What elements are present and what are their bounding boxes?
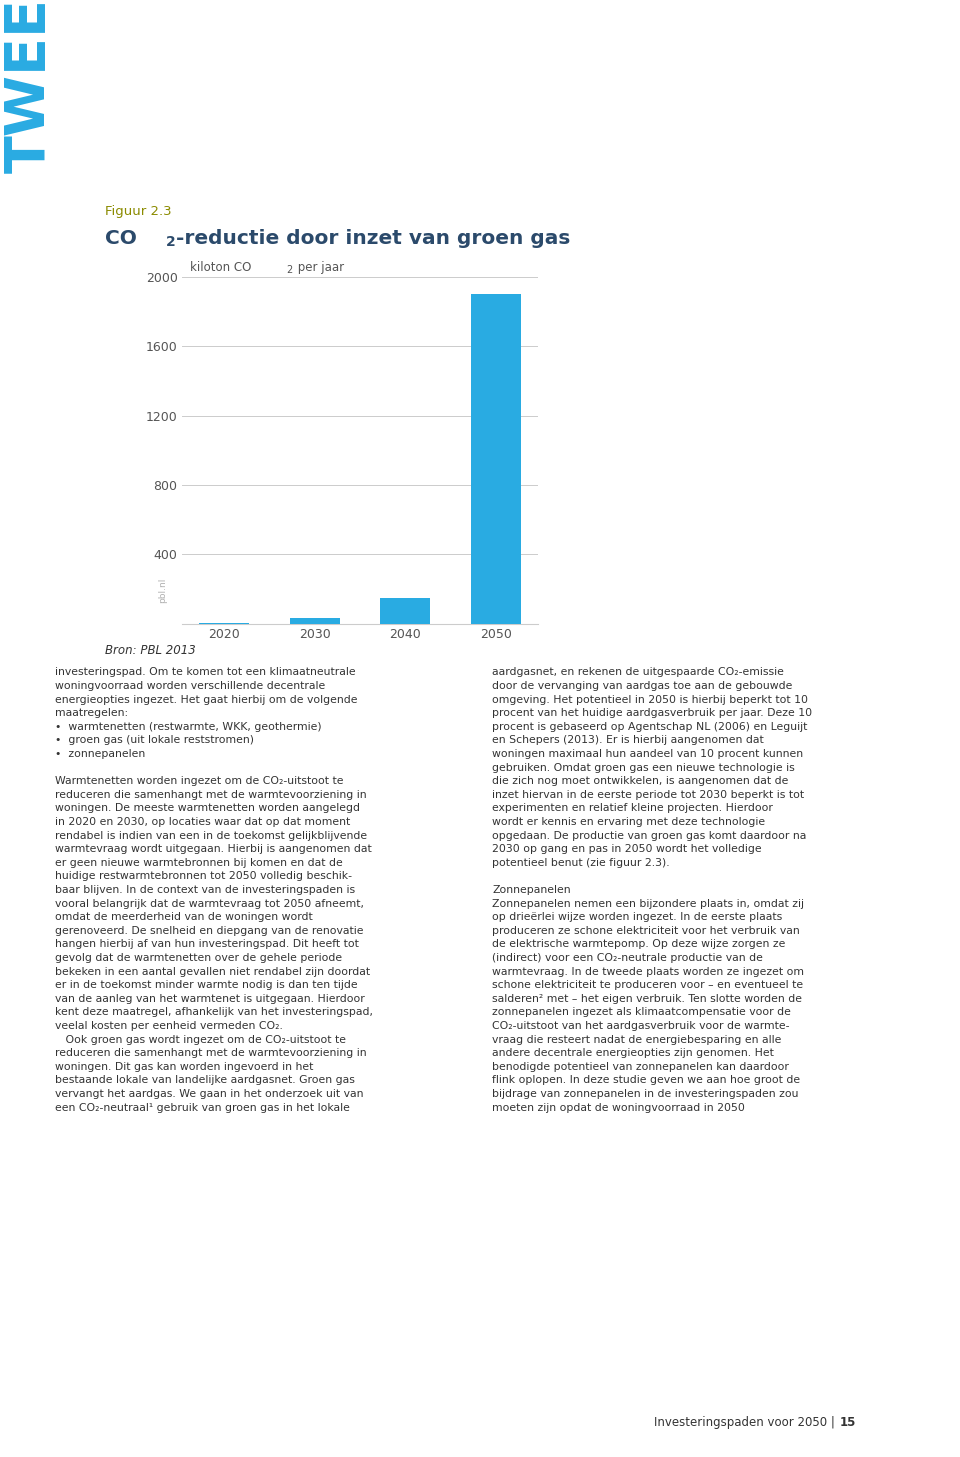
Text: Bron: PBL 2013: Bron: PBL 2013 bbox=[105, 644, 196, 657]
Text: Investeringspaden voor 2050 |: Investeringspaden voor 2050 | bbox=[655, 1416, 835, 1429]
Text: kiloton CO: kiloton CO bbox=[190, 261, 252, 274]
Bar bbox=[471, 294, 521, 624]
Text: 15: 15 bbox=[840, 1416, 856, 1429]
Bar bbox=[380, 597, 430, 624]
Text: aardgasnet, en rekenen de uitgespaarde CO₂-emissie
door de vervanging van aardga: aardgasnet, en rekenen de uitgespaarde C… bbox=[492, 667, 812, 1113]
Text: -reductie door inzet van groen gas: -reductie door inzet van groen gas bbox=[176, 229, 570, 248]
Text: 2: 2 bbox=[166, 235, 176, 249]
Text: pbl.nl: pbl.nl bbox=[158, 577, 167, 603]
Text: TWEE: TWEE bbox=[3, 0, 57, 173]
Text: Figuur 2.3: Figuur 2.3 bbox=[105, 205, 171, 219]
Text: CO: CO bbox=[105, 229, 136, 248]
Bar bbox=[290, 618, 340, 624]
Text: 2: 2 bbox=[286, 265, 293, 275]
Text: per jaar: per jaar bbox=[294, 261, 344, 274]
Text: investeringspad. Om te komen tot een klimaatneutrale
woningvoorraad worden versc: investeringspad. Om te komen tot een kli… bbox=[55, 667, 372, 1113]
